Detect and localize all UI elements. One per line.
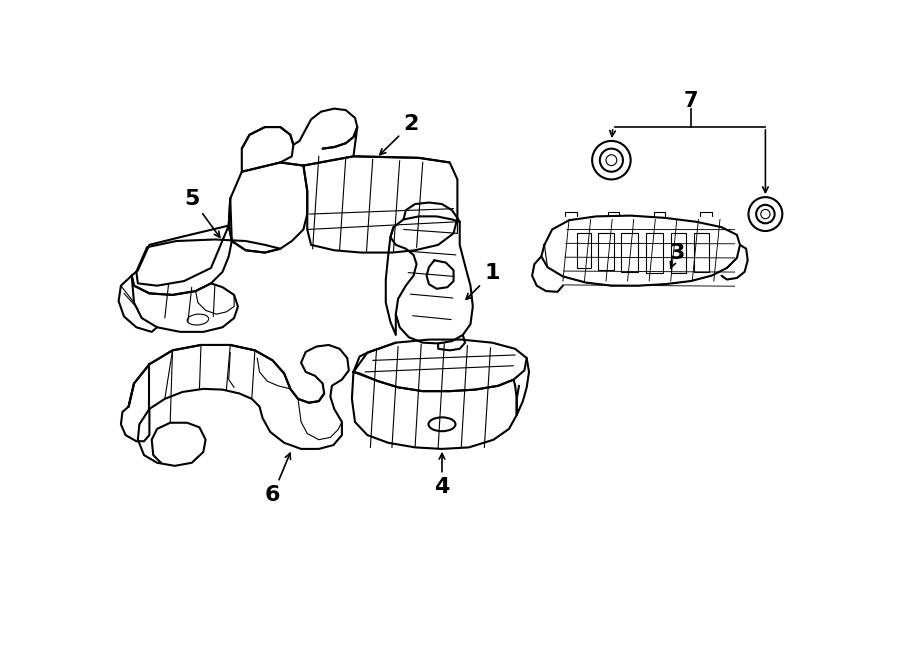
Text: 1: 1 <box>466 263 500 299</box>
Circle shape <box>592 141 631 179</box>
Circle shape <box>749 197 782 231</box>
Polygon shape <box>646 233 663 274</box>
Ellipse shape <box>428 417 455 431</box>
Polygon shape <box>694 233 709 272</box>
Polygon shape <box>577 233 590 268</box>
Polygon shape <box>621 233 638 272</box>
Text: 3: 3 <box>670 243 685 268</box>
Text: 7: 7 <box>683 91 698 111</box>
Text: 4: 4 <box>435 453 450 498</box>
Polygon shape <box>598 233 614 270</box>
Text: 6: 6 <box>265 453 291 505</box>
Polygon shape <box>670 233 686 274</box>
Text: 5: 5 <box>184 188 220 237</box>
Text: 2: 2 <box>380 114 419 155</box>
